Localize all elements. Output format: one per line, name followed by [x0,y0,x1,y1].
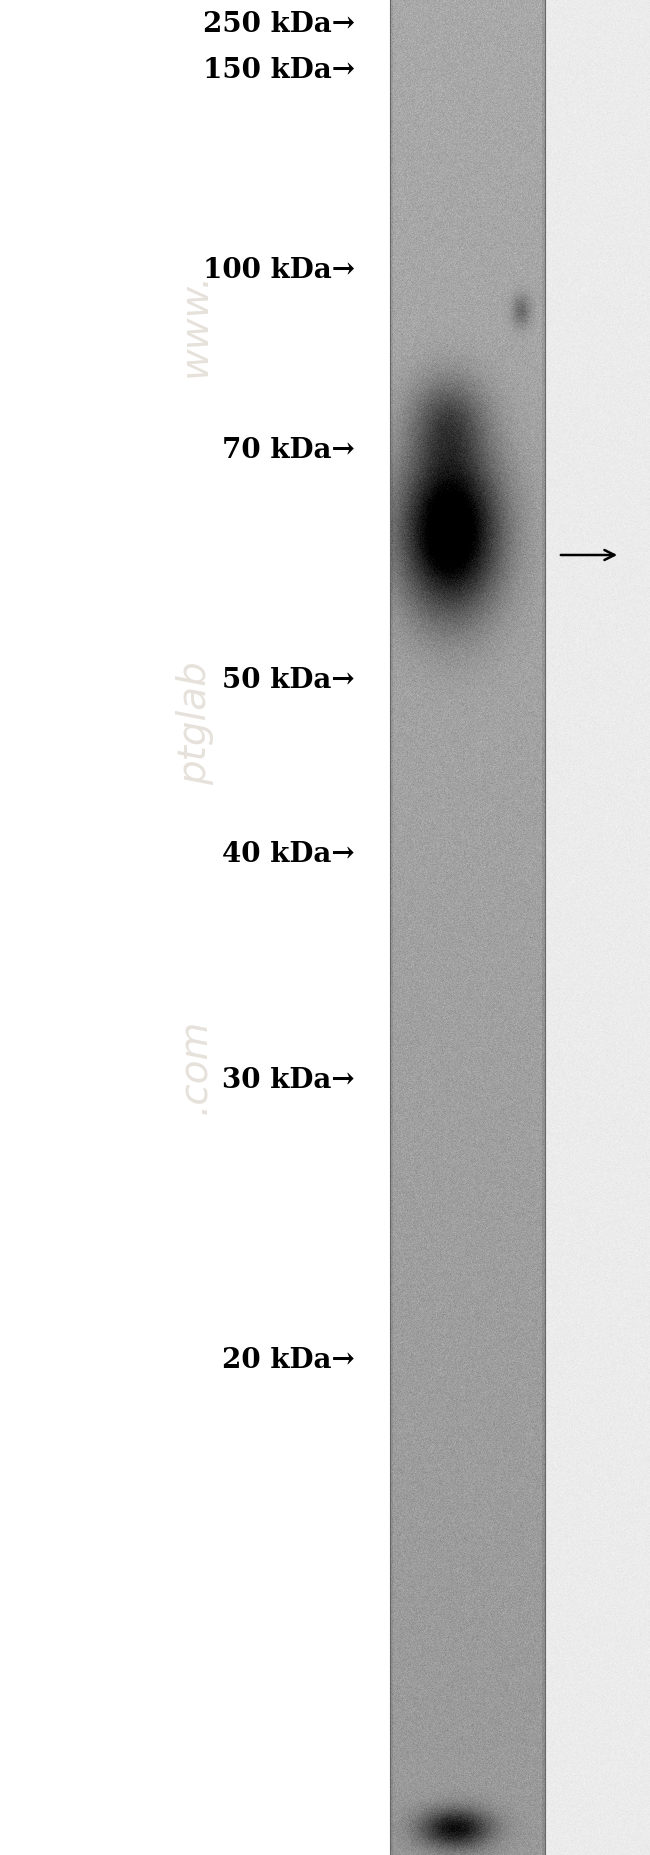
Text: 30 kDa→: 30 kDa→ [222,1067,355,1093]
Text: 150 kDa→: 150 kDa→ [203,56,355,83]
Text: www.: www. [176,273,214,377]
Text: 100 kDa→: 100 kDa→ [203,256,355,284]
Text: 250 kDa→: 250 kDa→ [203,11,355,39]
Text: 50 kDa→: 50 kDa→ [222,666,355,694]
Text: .com: .com [176,1018,214,1115]
Text: 20 kDa→: 20 kDa→ [222,1347,355,1373]
Text: 40 kDa→: 40 kDa→ [222,842,355,868]
Text: ptglab: ptglab [176,662,214,785]
Text: 70 kDa→: 70 kDa→ [222,436,355,464]
